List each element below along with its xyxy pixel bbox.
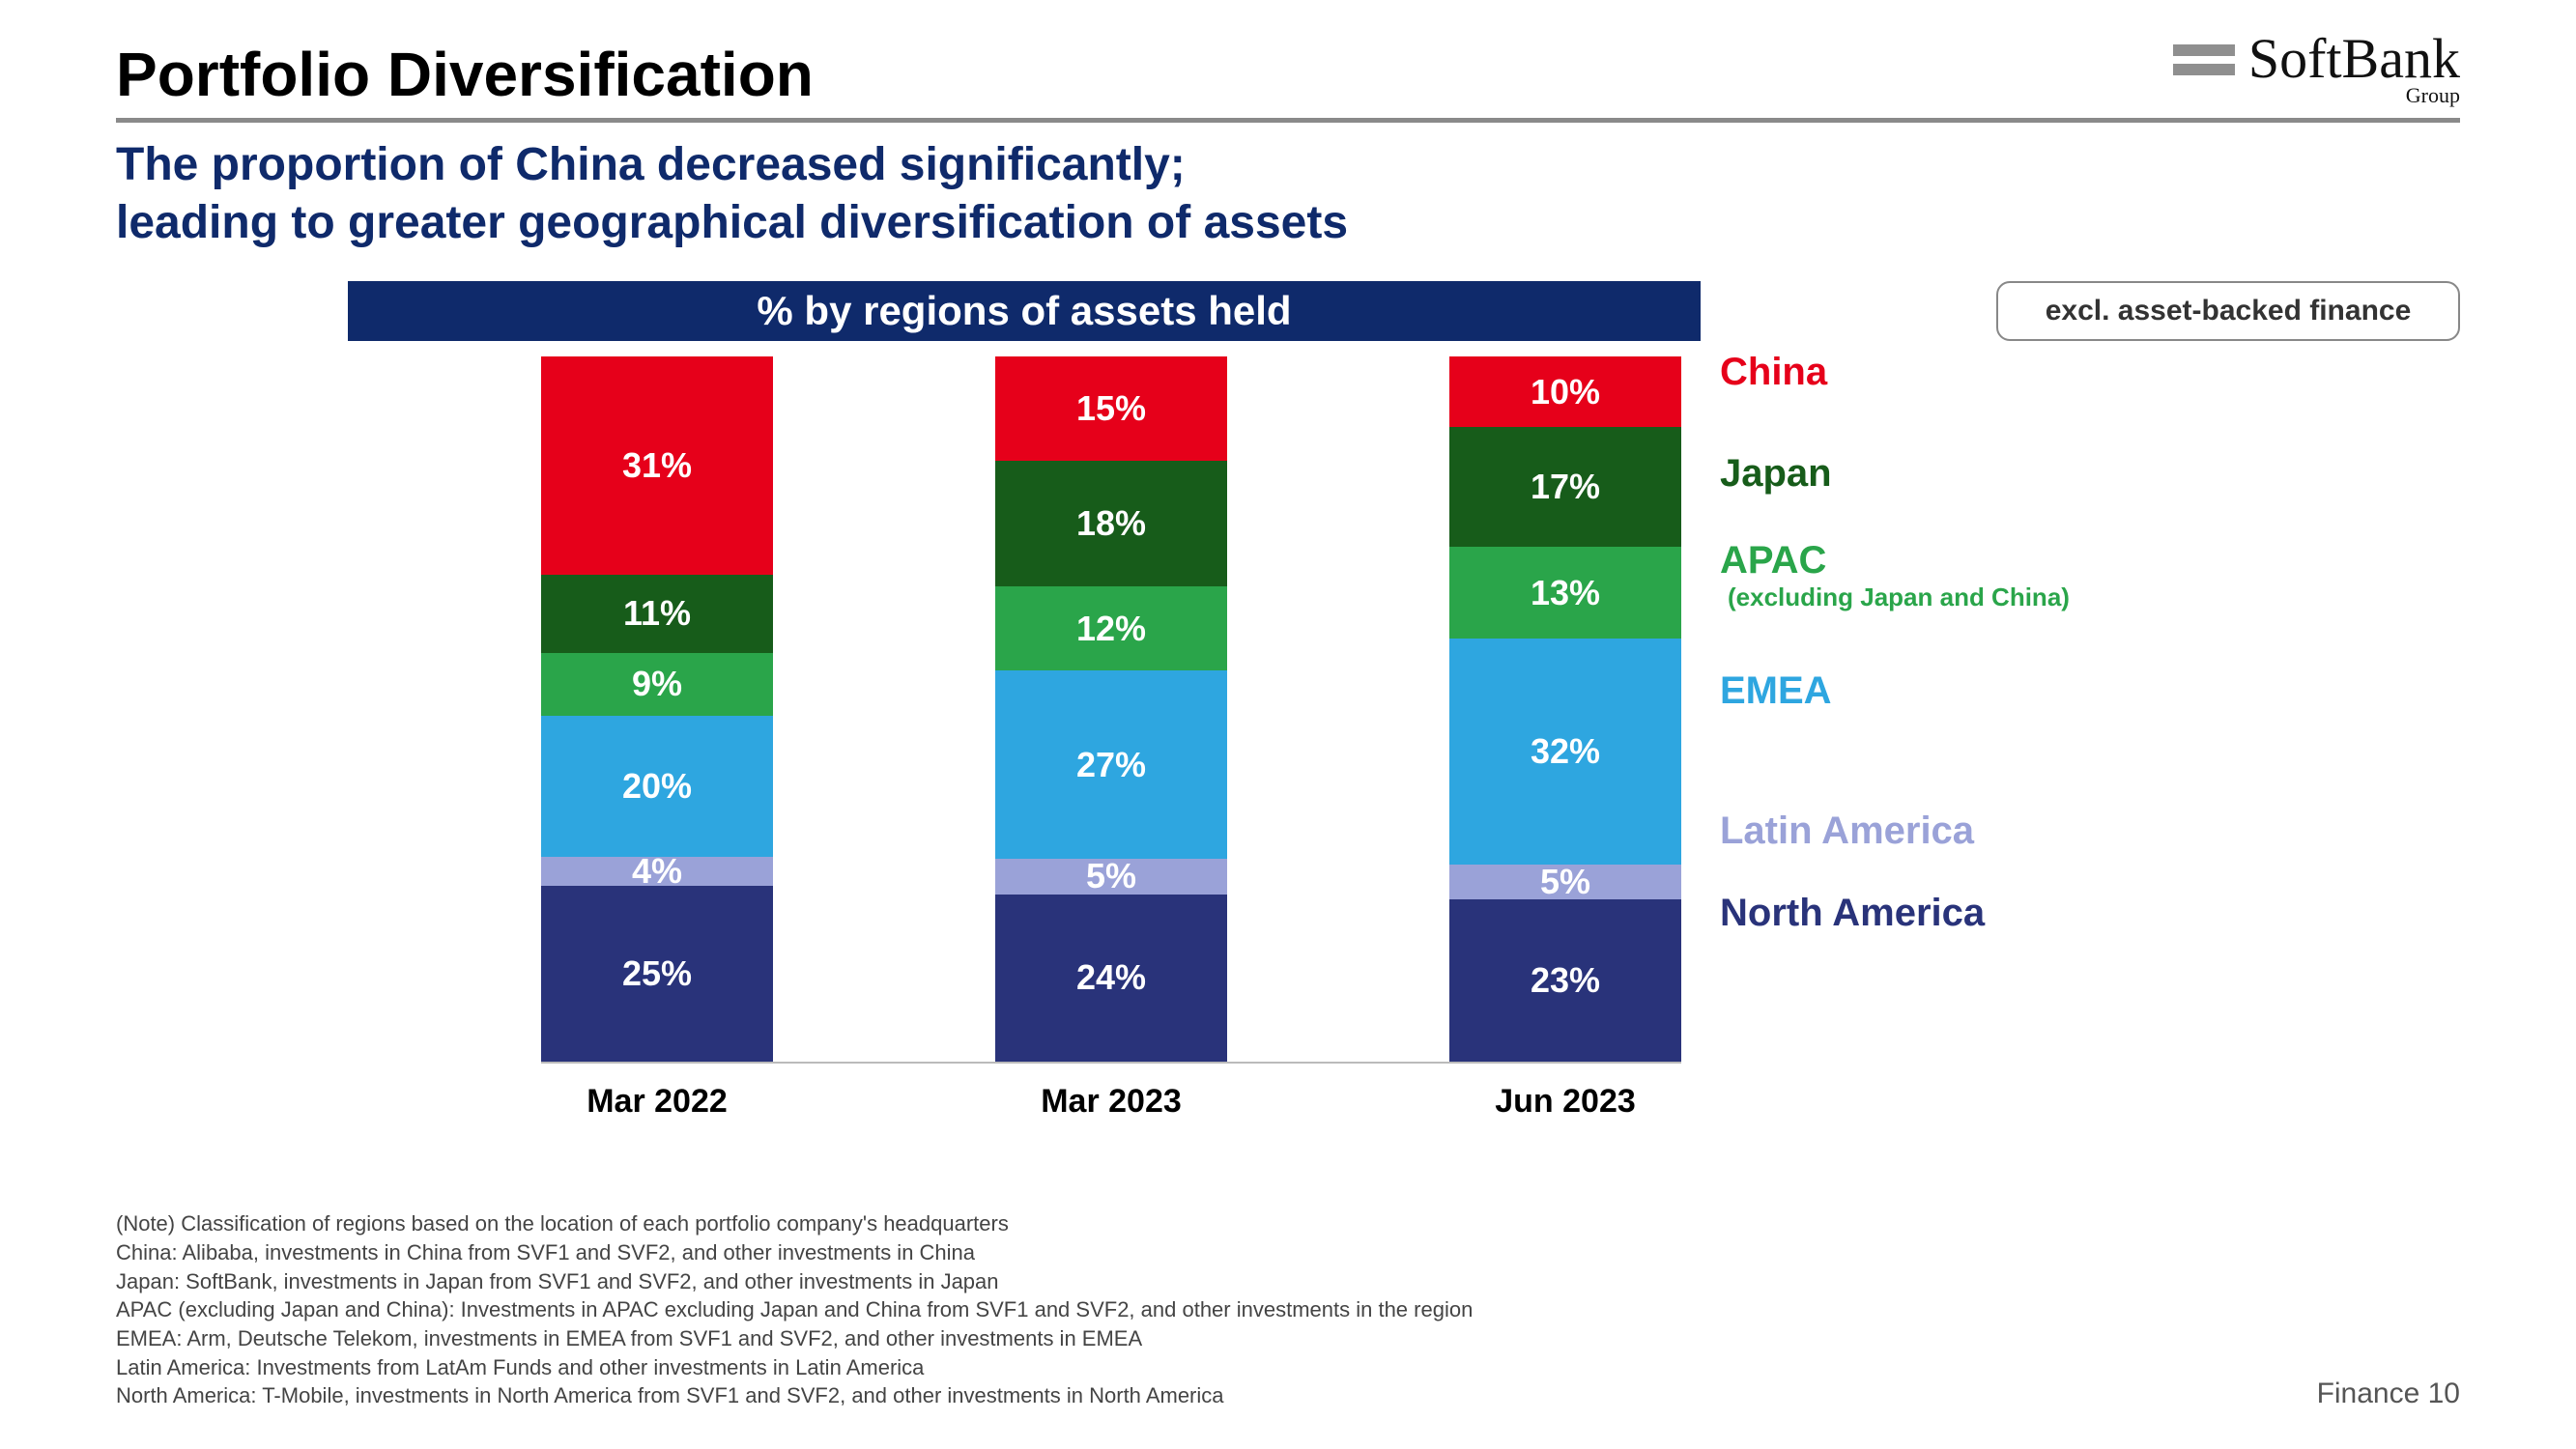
logo: SoftBank Group	[2173, 31, 2460, 108]
bar-segment-emea: 32%	[1449, 639, 1681, 865]
footnote-line: Latin America: Investments from LatAm Fu…	[116, 1353, 1952, 1382]
footnote-line: (Note) Classification of regions based o…	[116, 1209, 1952, 1238]
bar-segment-japan: 18%	[995, 461, 1227, 586]
subtitle-line1: The proportion of China decreased signif…	[116, 136, 2460, 194]
bar-column: 31%11%9%20%4%25%	[541, 356, 773, 1062]
footnote-line: Japan: SoftBank, investments in Japan fr…	[116, 1267, 1952, 1296]
bar-column: 10%17%13%32%5%23%	[1449, 356, 1681, 1062]
subtitle-line2: leading to greater geographical diversif…	[116, 194, 2460, 252]
legend-item-china: China	[1720, 351, 1827, 394]
stacked-bars: 31%11%9%20%4%25%15%18%12%27%5%24%10%17%1…	[541, 358, 1681, 1064]
bar-segment-na: 24%	[995, 895, 1227, 1062]
page-title: Portfolio Diversification	[116, 39, 2460, 110]
chart-title: % by regions of assets held	[348, 281, 1701, 341]
x-axis-label: Mar 2023	[995, 1083, 1227, 1121]
bar-segment-latam: 4%	[541, 857, 773, 885]
footnote-line: APAC (excluding Japan and China): Invest…	[116, 1295, 1952, 1324]
title-rule	[116, 118, 2460, 123]
footnote-line: China: Alibaba, investments in China fro…	[116, 1238, 1952, 1267]
bar-segment-emea: 20%	[541, 716, 773, 857]
legend-label: Latin America	[1720, 810, 1974, 853]
legend-label: Japan	[1720, 452, 1832, 496]
exclusion-note: excl. asset-backed finance	[1996, 281, 2460, 341]
footnote-line: North America: T-Mobile, investments in …	[116, 1381, 1952, 1410]
bar-segment-japan: 11%	[541, 575, 773, 652]
legend-item-apac: APAC(excluding Japan and China)	[1720, 539, 2070, 612]
logo-text: SoftBank	[2248, 31, 2460, 87]
slide: SoftBank Group Portfolio Diversification…	[0, 0, 2576, 1449]
bar-segment-latam: 5%	[1449, 865, 1681, 900]
bar-segment-china: 10%	[1449, 356, 1681, 427]
chart-area: % by regions of assets held excl. asset-…	[116, 281, 2460, 1151]
footnote-line: EMEA: Arm, Deutsche Telekom, investments…	[116, 1324, 1952, 1353]
subtitle: The proportion of China decreased signif…	[116, 136, 2460, 252]
legend-label: EMEA	[1720, 669, 1832, 713]
bar-segment-na: 23%	[1449, 899, 1681, 1062]
footnotes: (Note) Classification of regions based o…	[116, 1209, 1952, 1410]
bar-segment-emea: 27%	[995, 670, 1227, 859]
x-axis-labels: Mar 2022 Mar 2023 Jun 2023	[541, 1083, 1681, 1121]
legend-label: APAC	[1720, 539, 1826, 582]
legend-sublabel: (excluding Japan and China)	[1728, 582, 2070, 612]
bar-segment-na: 25%	[541, 886, 773, 1063]
bar-segment-latam: 5%	[995, 859, 1227, 895]
legend-item-emea: EMEA	[1720, 669, 1832, 713]
bar-segment-apac: 9%	[541, 653, 773, 717]
legend-item-na: North America	[1720, 892, 1985, 935]
legend-label: North America	[1720, 892, 1985, 935]
legend-label: China	[1720, 351, 1827, 394]
bar-segment-china: 15%	[995, 356, 1227, 461]
bar-segment-japan: 17%	[1449, 427, 1681, 547]
x-axis-label: Jun 2023	[1449, 1083, 1681, 1121]
logo-bars-icon	[2173, 44, 2235, 75]
bar-segment-apac: 13%	[1449, 547, 1681, 639]
bar-segment-china: 31%	[541, 356, 773, 575]
bar-column: 15%18%12%27%5%24%	[995, 356, 1227, 1062]
bar-segment-apac: 12%	[995, 586, 1227, 670]
footer-page-ref: Finance 10	[2317, 1378, 2460, 1410]
legend-item-latam: Latin America	[1720, 810, 1974, 853]
logo-text-wrap: SoftBank Group	[2248, 31, 2460, 108]
legend-item-japan: Japan	[1720, 452, 1832, 496]
x-axis-label: Mar 2022	[541, 1083, 773, 1121]
